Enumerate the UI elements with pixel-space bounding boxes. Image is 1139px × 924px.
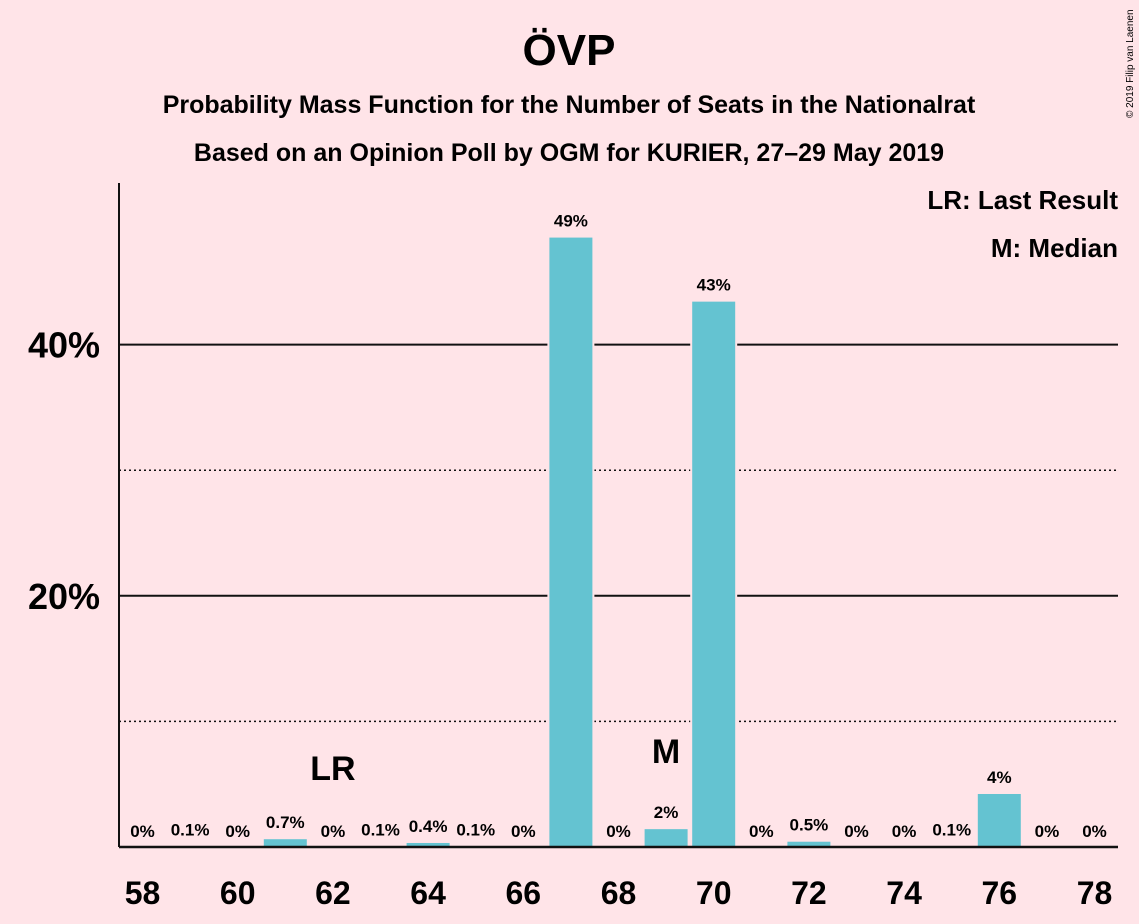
bar-70: [690, 299, 738, 848]
gridlines: [119, 343, 1118, 723]
data-label-64: 0.4%: [409, 817, 448, 836]
data-label-67: 49%: [554, 212, 588, 231]
data-label-76: 4%: [987, 768, 1012, 787]
data-label-61: 0.7%: [266, 813, 305, 832]
data-label-70: 43%: [697, 276, 731, 295]
median-marker: M: [652, 733, 680, 771]
bar-69: [642, 827, 690, 848]
bar-67: [547, 235, 595, 849]
markers: LR M: [310, 733, 680, 788]
x-tick-label: 76: [982, 875, 1018, 911]
data-label-62: 0%: [321, 822, 346, 841]
data-label-68: 0%: [606, 822, 631, 841]
data-label-58: 0%: [130, 822, 155, 841]
data-label-74: 0%: [892, 822, 917, 841]
data-label-77: 0%: [1035, 822, 1060, 841]
x-tick-label: 72: [791, 875, 827, 911]
x-tick-label: 64: [410, 875, 446, 911]
axes: [118, 183, 1118, 849]
legend-median: M: Median: [991, 233, 1118, 263]
y-tick-label: 20%: [28, 576, 100, 617]
chart-title: ÖVP: [523, 26, 616, 75]
bar-61: [261, 837, 309, 849]
x-tick-label: 60: [220, 875, 256, 911]
x-tick-label: 68: [601, 875, 637, 911]
data-label-75: 0.1%: [932, 821, 971, 840]
data-label-72: 0.5%: [790, 816, 829, 835]
y-tick-label: 40%: [28, 325, 100, 366]
data-label-71: 0%: [749, 822, 774, 841]
data-label-73: 0%: [844, 822, 869, 841]
x-tick-labels: 58 60 62 64 66 68 70 72 74 76 78: [125, 875, 1113, 911]
data-label-60: 0%: [225, 822, 250, 841]
x-tick-label: 66: [506, 875, 542, 911]
y-tick-labels: 20% 40%: [28, 325, 100, 617]
data-labels: 0% 0.1% 0% 0.7% 0% 0.1% 0.4% 0.1% 0% 49% 0% 2% 43% 0%…: [130, 212, 1107, 841]
copyright-credit: © 2019 Filip van Laenen: [1125, 9, 1136, 118]
data-label-69: 2%: [654, 803, 679, 822]
data-label-78: 0%: [1082, 822, 1107, 841]
x-tick-label: 70: [696, 875, 732, 911]
data-label-59: 0.1%: [171, 821, 210, 840]
x-tick-label: 62: [315, 875, 351, 911]
last-result-marker: LR: [310, 750, 355, 788]
data-label-63: 0.1%: [361, 821, 400, 840]
legend-last-result: LR: Last Result: [927, 185, 1118, 215]
x-tick-label: 78: [1077, 875, 1113, 911]
chart-subtitle: Probability Mass Function for the Number…: [163, 91, 976, 119]
data-label-65: 0.1%: [456, 821, 495, 840]
chart-subtitle-source: Based on an Opinion Poll by OGM for KURI…: [194, 139, 944, 167]
x-tick-label: 58: [125, 875, 161, 911]
bar-76: [975, 791, 1023, 849]
data-label-66: 0%: [511, 822, 536, 841]
x-tick-label: 74: [886, 875, 922, 911]
